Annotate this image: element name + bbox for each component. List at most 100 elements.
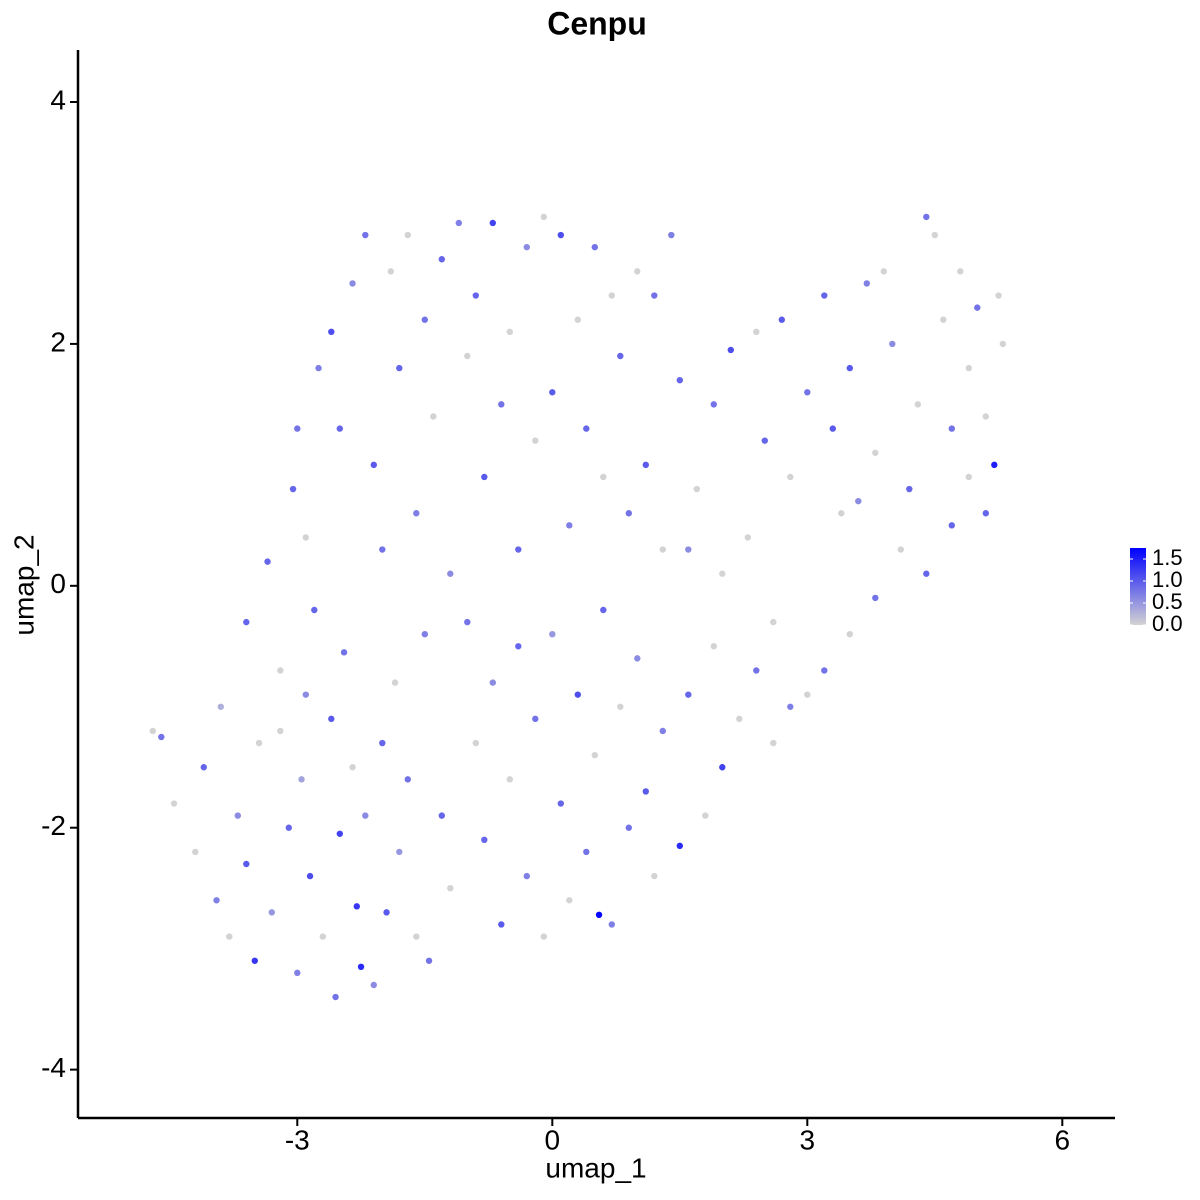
point	[787, 703, 794, 710]
point	[595, 911, 603, 919]
point	[387, 268, 394, 275]
point	[566, 522, 573, 529]
point	[149, 727, 156, 735]
point	[404, 231, 411, 239]
point	[425, 957, 433, 964]
point	[642, 788, 649, 795]
point	[158, 733, 165, 741]
point	[251, 957, 258, 964]
point	[217, 703, 224, 710]
point	[523, 243, 530, 251]
point	[608, 921, 615, 928]
point	[413, 933, 420, 940]
point	[600, 473, 607, 481]
point	[634, 655, 641, 662]
point	[353, 903, 360, 910]
point	[676, 376, 683, 384]
point	[710, 643, 717, 650]
point	[651, 872, 658, 880]
point	[719, 570, 726, 577]
point	[753, 667, 760, 674]
point	[625, 510, 632, 517]
point	[421, 316, 428, 323]
point	[982, 510, 989, 517]
point	[999, 340, 1006, 348]
point	[659, 727, 666, 735]
point	[391, 679, 399, 686]
point	[362, 812, 369, 819]
point	[302, 691, 309, 698]
point	[846, 364, 853, 372]
point	[617, 352, 624, 360]
point	[880, 268, 887, 275]
x-axis-title: umap_1	[545, 1152, 646, 1183]
point	[625, 824, 632, 831]
point	[319, 933, 326, 940]
point	[557, 231, 564, 239]
point	[472, 292, 479, 299]
point	[340, 649, 348, 656]
colorbar-label: 1.0	[1152, 567, 1183, 592]
point	[515, 643, 522, 650]
point	[991, 461, 998, 469]
point	[982, 413, 989, 420]
colorbar-label: 1.5	[1152, 545, 1183, 570]
point	[464, 618, 471, 626]
point	[685, 691, 692, 698]
point	[821, 667, 828, 674]
point	[838, 510, 845, 517]
point	[540, 933, 547, 940]
point	[872, 449, 879, 456]
point	[498, 401, 505, 408]
point	[940, 316, 947, 323]
point	[464, 352, 471, 360]
point	[804, 691, 811, 698]
point	[668, 231, 675, 239]
point	[948, 425, 955, 432]
point	[965, 364, 972, 372]
point	[770, 739, 777, 747]
point	[285, 824, 292, 831]
point	[506, 776, 513, 783]
point	[234, 812, 241, 819]
point	[213, 897, 220, 904]
point	[506, 328, 513, 336]
point	[702, 812, 709, 819]
point	[489, 219, 496, 227]
point	[532, 715, 539, 723]
chart-title: Cenpu	[547, 5, 647, 41]
point	[328, 715, 335, 723]
point	[549, 630, 556, 638]
point	[396, 848, 403, 856]
y-axis-title: umap_2	[8, 534, 39, 635]
point	[608, 292, 615, 299]
point	[753, 328, 760, 336]
point	[659, 546, 666, 553]
point	[515, 546, 522, 553]
point	[264, 558, 271, 565]
y-tick-label: 4	[50, 84, 66, 115]
point	[489, 679, 496, 686]
point	[574, 691, 581, 698]
point	[863, 280, 870, 287]
point	[923, 570, 930, 577]
point	[591, 243, 598, 251]
point	[200, 764, 207, 771]
point	[787, 473, 794, 481]
y-tick-label: 0	[50, 568, 66, 599]
point	[349, 280, 356, 287]
y-tick-label: -2	[41, 810, 66, 841]
point	[170, 800, 178, 807]
point	[379, 546, 386, 553]
point	[727, 346, 734, 354]
point	[523, 872, 530, 880]
point	[336, 425, 343, 432]
point	[778, 316, 785, 323]
y-tick-label: -4	[41, 1052, 66, 1083]
point	[328, 328, 335, 336]
point	[651, 292, 658, 299]
point	[761, 437, 768, 444]
point	[255, 739, 263, 747]
point	[872, 594, 879, 602]
